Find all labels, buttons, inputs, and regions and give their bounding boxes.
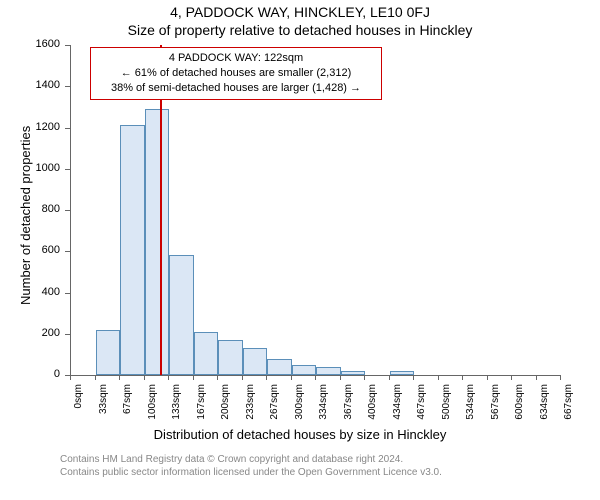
histogram-bar xyxy=(218,340,243,375)
x-tick-label: 67sqm xyxy=(122,384,133,427)
x-tick-label: 167sqm xyxy=(196,384,207,427)
x-tick-mark xyxy=(70,375,71,380)
x-tick-label: 334sqm xyxy=(318,384,329,427)
x-tick-mark xyxy=(389,375,390,380)
annotation-box: 4 PADDOCK WAY: 122sqm ← 61% of detached … xyxy=(90,47,382,100)
x-tick-label: 634sqm xyxy=(539,384,550,427)
footer-line-1: Contains HM Land Registry data © Crown c… xyxy=(60,453,442,466)
histogram-bar xyxy=(194,332,219,375)
x-tick-mark xyxy=(217,375,218,380)
y-tick-mark xyxy=(65,169,70,170)
x-tick-mark xyxy=(266,375,267,380)
histogram-bar xyxy=(292,365,317,375)
x-tick-mark xyxy=(291,375,292,380)
y-tick-mark xyxy=(65,334,70,335)
x-tick-label: 400sqm xyxy=(367,384,378,427)
y-tick-mark xyxy=(65,86,70,87)
x-tick-label: 434sqm xyxy=(392,384,403,427)
annotation-line-1: 4 PADDOCK WAY: 122sqm xyxy=(97,51,375,66)
y-axis-label: Number of detached properties xyxy=(18,126,33,305)
x-tick-mark xyxy=(315,375,316,380)
x-tick-label: 300sqm xyxy=(294,384,305,427)
histogram-bar xyxy=(390,371,415,375)
x-tick-label: 200sqm xyxy=(220,384,231,427)
y-tick-label: 600 xyxy=(0,244,60,256)
y-tick-mark xyxy=(65,251,70,252)
x-tick-mark xyxy=(536,375,537,380)
x-tick-label: 600sqm xyxy=(514,384,525,427)
annotation-line-3: 38% of semi-detached houses are larger (… xyxy=(97,81,375,96)
x-tick-mark xyxy=(487,375,488,380)
x-tick-mark xyxy=(144,375,145,380)
x-tick-label: 567sqm xyxy=(490,384,501,427)
x-tick-label: 367sqm xyxy=(343,384,354,427)
x-tick-label: 100sqm xyxy=(147,384,158,427)
y-tick-label: 1200 xyxy=(0,121,60,133)
y-tick-mark xyxy=(65,293,70,294)
x-tick-label: 467sqm xyxy=(416,384,427,427)
y-tick-label: 0 xyxy=(0,368,60,380)
annotation-line-2: ← 61% of detached houses are smaller (2,… xyxy=(97,66,375,81)
histogram-bar xyxy=(169,255,194,375)
x-tick-label: 500sqm xyxy=(441,384,452,427)
x-tick-mark xyxy=(413,375,414,380)
y-tick-label: 200 xyxy=(0,327,60,339)
x-tick-label: 0sqm xyxy=(73,384,84,427)
y-tick-label: 1400 xyxy=(0,79,60,91)
x-tick-mark xyxy=(193,375,194,380)
x-tick-label: 534sqm xyxy=(465,384,476,427)
x-tick-mark xyxy=(438,375,439,380)
y-tick-label: 800 xyxy=(0,203,60,215)
y-tick-mark xyxy=(65,128,70,129)
footer-attribution: Contains HM Land Registry data © Crown c… xyxy=(60,453,442,479)
x-tick-mark xyxy=(168,375,169,380)
histogram-bar xyxy=(316,367,341,375)
histogram-bar xyxy=(96,330,121,375)
y-tick-mark xyxy=(65,210,70,211)
histogram-bar xyxy=(120,125,145,375)
x-tick-mark xyxy=(95,375,96,380)
footer-line-2: Contains public sector information licen… xyxy=(60,466,442,479)
histogram-bar xyxy=(341,371,366,375)
x-tick-label: 267sqm xyxy=(269,384,280,427)
y-tick-label: 1000 xyxy=(0,162,60,174)
histogram-bar xyxy=(145,109,170,375)
x-tick-mark xyxy=(560,375,561,380)
x-tick-mark xyxy=(511,375,512,380)
x-tick-label: 133sqm xyxy=(171,384,182,427)
y-tick-mark xyxy=(65,45,70,46)
x-axis-label: Distribution of detached houses by size … xyxy=(0,427,600,442)
x-tick-mark xyxy=(340,375,341,380)
x-tick-mark xyxy=(462,375,463,380)
histogram-bar xyxy=(267,359,292,376)
x-tick-mark xyxy=(119,375,120,380)
address-title: 4, PADDOCK WAY, HINCKLEY, LE10 0FJ xyxy=(0,4,600,20)
x-tick-mark xyxy=(364,375,365,380)
y-tick-label: 1600 xyxy=(0,38,60,50)
x-tick-label: 667sqm xyxy=(563,384,574,427)
x-tick-label: 233sqm xyxy=(245,384,256,427)
x-tick-mark xyxy=(242,375,243,380)
histogram-bar xyxy=(243,348,268,375)
chart-subtitle: Size of property relative to detached ho… xyxy=(0,22,600,38)
y-tick-label: 400 xyxy=(0,286,60,298)
x-tick-label: 33sqm xyxy=(98,384,109,427)
